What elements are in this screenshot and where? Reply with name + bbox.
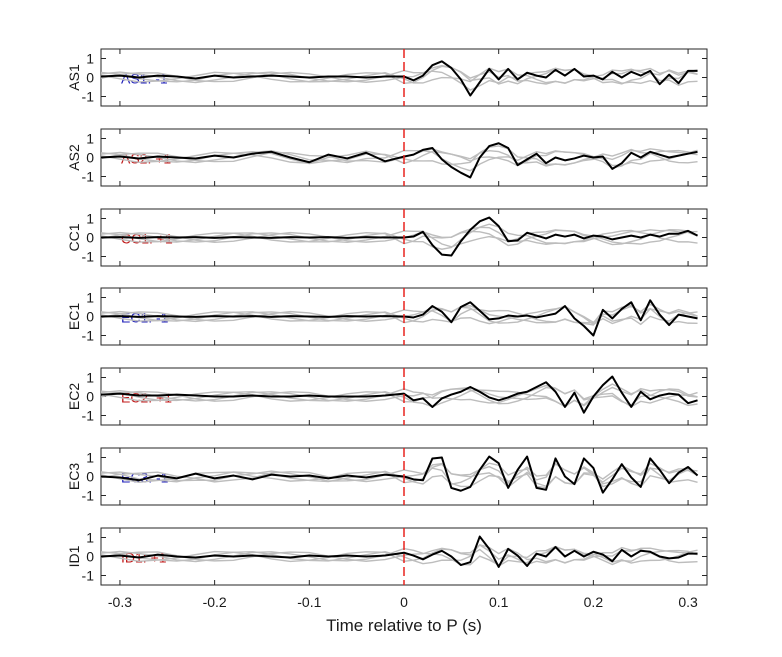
trace-line	[101, 299, 698, 337]
y-tick-label: 1	[86, 450, 94, 466]
background-trace	[101, 223, 698, 250]
y-tick-label: 0	[86, 309, 94, 325]
y-tick-label: 0	[86, 70, 94, 86]
trace-group: ID1: +1	[101, 535, 698, 568]
y-tick-label: -1	[82, 169, 95, 185]
y-tick-label: 1	[86, 211, 94, 227]
y-axis-label: AS1	[66, 64, 82, 91]
x-tick-label: 0	[400, 594, 408, 610]
y-tick-label: 0	[86, 150, 94, 166]
trace-line	[101, 455, 699, 494]
trace-group: EC1: -1	[101, 299, 698, 337]
y-axis-label: CC1	[66, 223, 82, 251]
x-axis-label: Time relative to P (s)	[326, 616, 482, 635]
trace-group: CC1: +1	[101, 216, 698, 257]
trace-line	[101, 60, 698, 97]
x-tick-label: -0.1	[297, 594, 321, 610]
y-tick-label: 0	[86, 389, 94, 405]
background-trace	[101, 386, 698, 406]
trace-line	[101, 535, 698, 568]
y-tick-label: -1	[82, 89, 95, 105]
y-tick-label: -1	[82, 568, 95, 584]
y-tick-label: 1	[86, 51, 94, 67]
y-tick-label: 0	[86, 469, 94, 485]
background-trace	[101, 65, 698, 85]
y-tick-label: -1	[82, 328, 95, 344]
y-tick-label: -1	[82, 249, 95, 265]
trace-line	[101, 142, 698, 179]
y-axis-label: EC1	[66, 303, 82, 330]
background-trace	[101, 148, 698, 167]
y-tick-label: 0	[86, 549, 94, 565]
y-axis-label: EC2	[66, 383, 82, 410]
x-tick-label: -0.3	[108, 594, 132, 610]
background-trace	[101, 383, 698, 408]
x-tick-label: 0.2	[584, 594, 604, 610]
background-trace	[101, 305, 698, 326]
background-trace	[101, 228, 698, 247]
background-trace	[101, 226, 698, 246]
trace-group: EC3: -1	[101, 455, 699, 494]
trace-group: AS2: +1	[101, 142, 698, 179]
panel-annotation: EC2: +1	[121, 390, 172, 406]
y-tick-label: 1	[86, 290, 94, 306]
y-tick-label: -1	[82, 488, 95, 504]
y-axis-label: ID1	[66, 545, 82, 567]
y-tick-label: 0	[86, 230, 94, 246]
y-axis-label: AS2	[66, 144, 82, 171]
x-tick-label: -0.2	[203, 594, 227, 610]
background-trace	[101, 546, 698, 567]
x-tick-label: 0.3	[678, 594, 698, 610]
trace-line	[101, 375, 698, 414]
background-trace	[101, 67, 698, 86]
y-tick-label: -1	[82, 408, 95, 424]
background-trace	[101, 463, 698, 489]
trace-line	[101, 216, 698, 257]
y-tick-label: 1	[86, 370, 94, 386]
y-axis-label: EC3	[66, 463, 82, 490]
trace-group: AS1: -1	[101, 60, 698, 97]
background-trace	[101, 64, 698, 85]
y-tick-label: 1	[86, 131, 94, 147]
y-tick-label: 1	[86, 530, 94, 546]
background-trace	[101, 145, 698, 166]
background-trace	[101, 303, 698, 326]
x-tick-label: 0.1	[489, 594, 509, 610]
trace-group: EC2: +1	[101, 375, 698, 414]
x-tick-labels: -0.3 -0.2 -0.1 0 0.1 0.2 0.3	[108, 594, 698, 610]
panel-annotation: AS1: -1	[121, 71, 168, 87]
